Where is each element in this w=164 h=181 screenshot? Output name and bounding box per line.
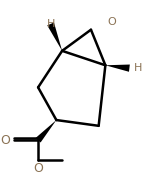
Text: O: O bbox=[0, 134, 10, 147]
Polygon shape bbox=[47, 22, 62, 51]
Text: O: O bbox=[108, 17, 116, 27]
Text: O: O bbox=[33, 162, 43, 175]
Text: H: H bbox=[134, 63, 143, 73]
Text: H: H bbox=[46, 19, 55, 29]
Polygon shape bbox=[36, 120, 56, 142]
Polygon shape bbox=[105, 64, 130, 72]
